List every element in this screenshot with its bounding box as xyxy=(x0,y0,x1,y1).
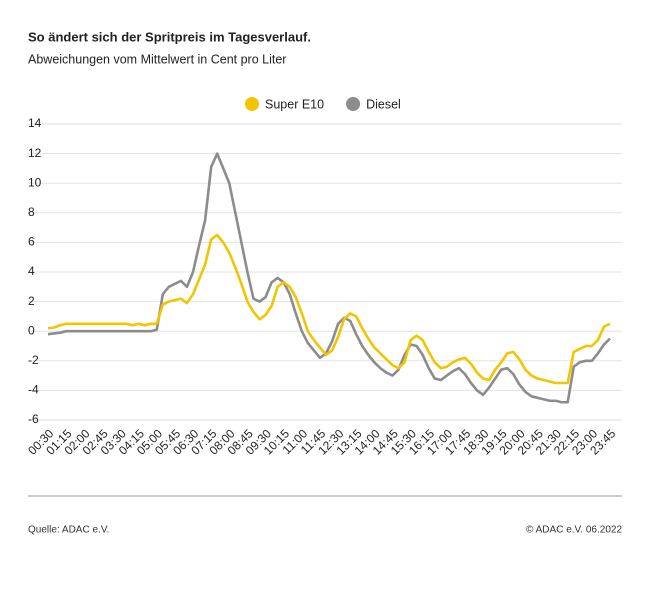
series-line xyxy=(47,233,611,385)
y-tick-label: 0 xyxy=(28,323,35,337)
chart-subtitle: Abweichungen vom Mittelwert in Cent pro … xyxy=(28,52,286,66)
y-tick-label: 8 xyxy=(28,205,35,219)
copyright: © ADAC e.V. 06.2022 xyxy=(526,525,622,536)
y-tick-label: 2 xyxy=(28,294,35,308)
y-tick-label: 6 xyxy=(28,235,35,249)
series-line xyxy=(47,152,611,404)
legend-label: Diesel xyxy=(366,97,401,111)
y-tick-label: -2 xyxy=(28,353,39,367)
legend-marker xyxy=(245,97,259,111)
chart-title: So ändert sich der Spritpreis im Tagesve… xyxy=(28,29,311,44)
y-tick-label: 12 xyxy=(28,146,42,160)
legend-marker xyxy=(346,97,361,111)
source: Quelle: ADAC e.V. xyxy=(28,525,109,536)
y-tick-label: -6 xyxy=(28,412,39,426)
y-tick-label: 10 xyxy=(28,175,42,189)
y-tick-label: 14 xyxy=(28,116,42,130)
y-tick-label: -4 xyxy=(28,383,39,397)
y-tick-label: 4 xyxy=(28,264,35,278)
legend-label: Super E10 xyxy=(265,97,324,111)
